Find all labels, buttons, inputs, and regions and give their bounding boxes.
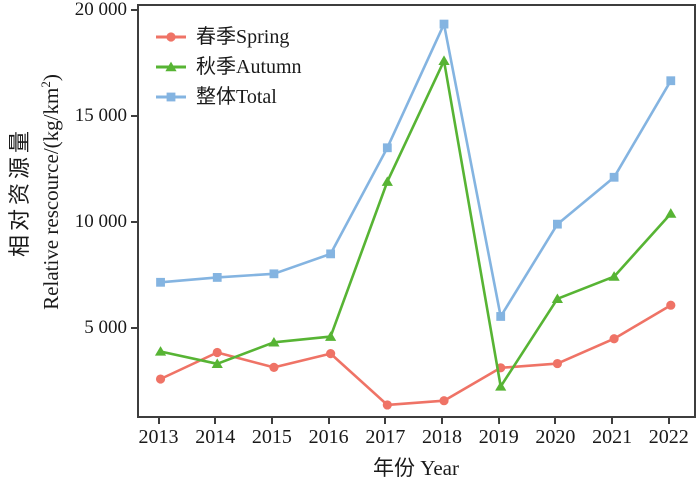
circle-data-point [212, 347, 222, 358]
x-tick-label: 2019 [478, 426, 519, 448]
circle-data-point [552, 358, 562, 369]
y-tick-mark [131, 327, 137, 330]
square-data-point [552, 219, 562, 229]
triangle-data-point [268, 336, 280, 347]
square-data-point [326, 249, 336, 259]
x-tick-label: 2013 [138, 426, 179, 448]
x-tick-mark [554, 418, 557, 424]
x-tick-label: 2020 [535, 426, 576, 448]
triangle-data-point [154, 346, 167, 356]
x-tick-label: 2017 [365, 426, 406, 448]
legend: 春季Spring 秋季Autumn 整体Total [155, 26, 302, 108]
legend-label: 春季Spring [196, 26, 290, 48]
x-tick-mark [611, 418, 614, 424]
circle-data-point [382, 400, 392, 410]
series-line [159, 304, 672, 407]
triangle-data-point [495, 381, 507, 391]
triangle-data-point [608, 271, 620, 281]
y-tick-label: 10 000 [74, 211, 127, 233]
square-data-point [212, 273, 222, 282]
x-tick-mark [327, 418, 330, 424]
legend-square-marker-icon [156, 92, 186, 102]
x-tick-label: 2018 [422, 426, 462, 448]
y-axis-title: 相对资源量 Relative rescource/(kg/km2) [7, 0, 63, 402]
y-tick-mark [131, 115, 137, 118]
circle-data-point [666, 300, 676, 310]
triangle-data-point [211, 358, 223, 368]
y-tick-label: 15 000 [74, 105, 127, 127]
x-tick-mark [497, 418, 500, 424]
circle-data-point [439, 396, 449, 406]
x-tick-mark [667, 418, 670, 424]
circle-data-point [155, 374, 166, 384]
y-tick-label: 5 000 [84, 317, 127, 339]
square-data-point [666, 76, 676, 86]
legend-item: 整体Total [155, 86, 302, 108]
circle-data-point [269, 362, 279, 372]
legend-label: 整体Total [196, 86, 277, 108]
series-line [160, 22, 672, 318]
x-tick-label: 2014 [195, 426, 236, 448]
triangle-data-point [325, 331, 337, 341]
x-tick-mark [157, 418, 160, 424]
triangle-data-point [165, 61, 177, 72]
x-tick-mark [384, 418, 387, 424]
square-data-point [439, 19, 449, 29]
y-axis-title-chinese: 相对资源量 [7, 127, 32, 258]
legend-item: 春季Spring [155, 26, 302, 48]
x-tick-mark [214, 418, 217, 424]
square-data-point [609, 172, 619, 182]
triangle-data-point [381, 176, 393, 186]
y-tick-label: 20 000 [74, 0, 127, 20]
series-lines [154, 19, 677, 410]
x-tick-mark [441, 418, 443, 424]
x-tick-label: 2022 [648, 426, 689, 448]
x-tick-label: 2016 [308, 426, 349, 448]
square-data-point [269, 269, 279, 279]
triangle-data-point [438, 55, 450, 65]
x-axis-title: 年份 Year [373, 456, 459, 480]
y-tick-mark [131, 8, 137, 11]
x-tick-label: 2021 [592, 426, 633, 448]
x-tick-mark [270, 418, 273, 424]
y-axis-title-english: Relative rescource/(kg/km2) [38, 74, 63, 310]
circle-data-point [166, 32, 176, 42]
triangle-data-point [665, 208, 677, 218]
legend-item: 秋季Autumn [155, 56, 302, 78]
circle-data-point [326, 348, 336, 359]
legend-label: 秋季Autumn [196, 56, 302, 78]
legend-triangle-marker-icon [156, 61, 186, 72]
y-tick-mark [131, 221, 137, 224]
triangle-data-point [551, 293, 563, 304]
series-line [160, 59, 672, 388]
square-data-point [166, 92, 176, 102]
x-tick-label: 2015 [251, 426, 292, 448]
circle-data-point [609, 334, 619, 344]
square-data-point [496, 312, 506, 321]
legend-circle-marker-icon [156, 32, 186, 42]
square-data-point [382, 143, 392, 153]
square-data-point [156, 277, 165, 287]
plot-area: 春季Spring 秋季Autumn 整体Total [137, 4, 696, 418]
